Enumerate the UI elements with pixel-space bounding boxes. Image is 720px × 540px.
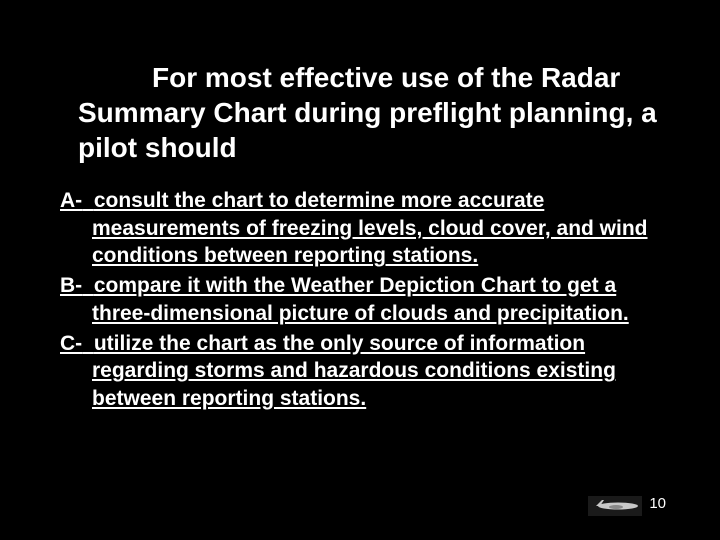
answer-option: A- consult the chart to determine more a… xyxy=(60,187,660,270)
airplane-icon xyxy=(588,496,642,516)
answer-text: consult the chart to determine more accu… xyxy=(92,189,648,267)
answer-text: compare it with the Weather Depiction Ch… xyxy=(92,274,629,325)
slide-container: For most effective use of the Radar Summ… xyxy=(0,0,720,540)
answers-block: A- consult the chart to determine more a… xyxy=(60,187,660,413)
answer-option: C- utilize the chart as the only source … xyxy=(60,330,660,413)
answer-label: B- xyxy=(60,274,82,297)
answer-label: A- xyxy=(60,189,82,212)
answer-label: C- xyxy=(60,332,82,355)
question-text: For most effective use of the Radar Summ… xyxy=(60,60,660,165)
answer-option: B- compare it with the Weather Depiction… xyxy=(60,272,660,327)
page-number: 10 xyxy=(649,495,666,512)
answer-text: utilize the chart as the only source of … xyxy=(92,332,616,410)
